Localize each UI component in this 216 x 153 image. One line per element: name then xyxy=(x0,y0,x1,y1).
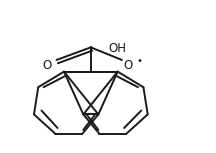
Text: O: O xyxy=(124,59,133,72)
Text: OH: OH xyxy=(108,42,126,55)
Text: ∙: ∙ xyxy=(136,56,142,66)
Text: O: O xyxy=(42,59,51,72)
